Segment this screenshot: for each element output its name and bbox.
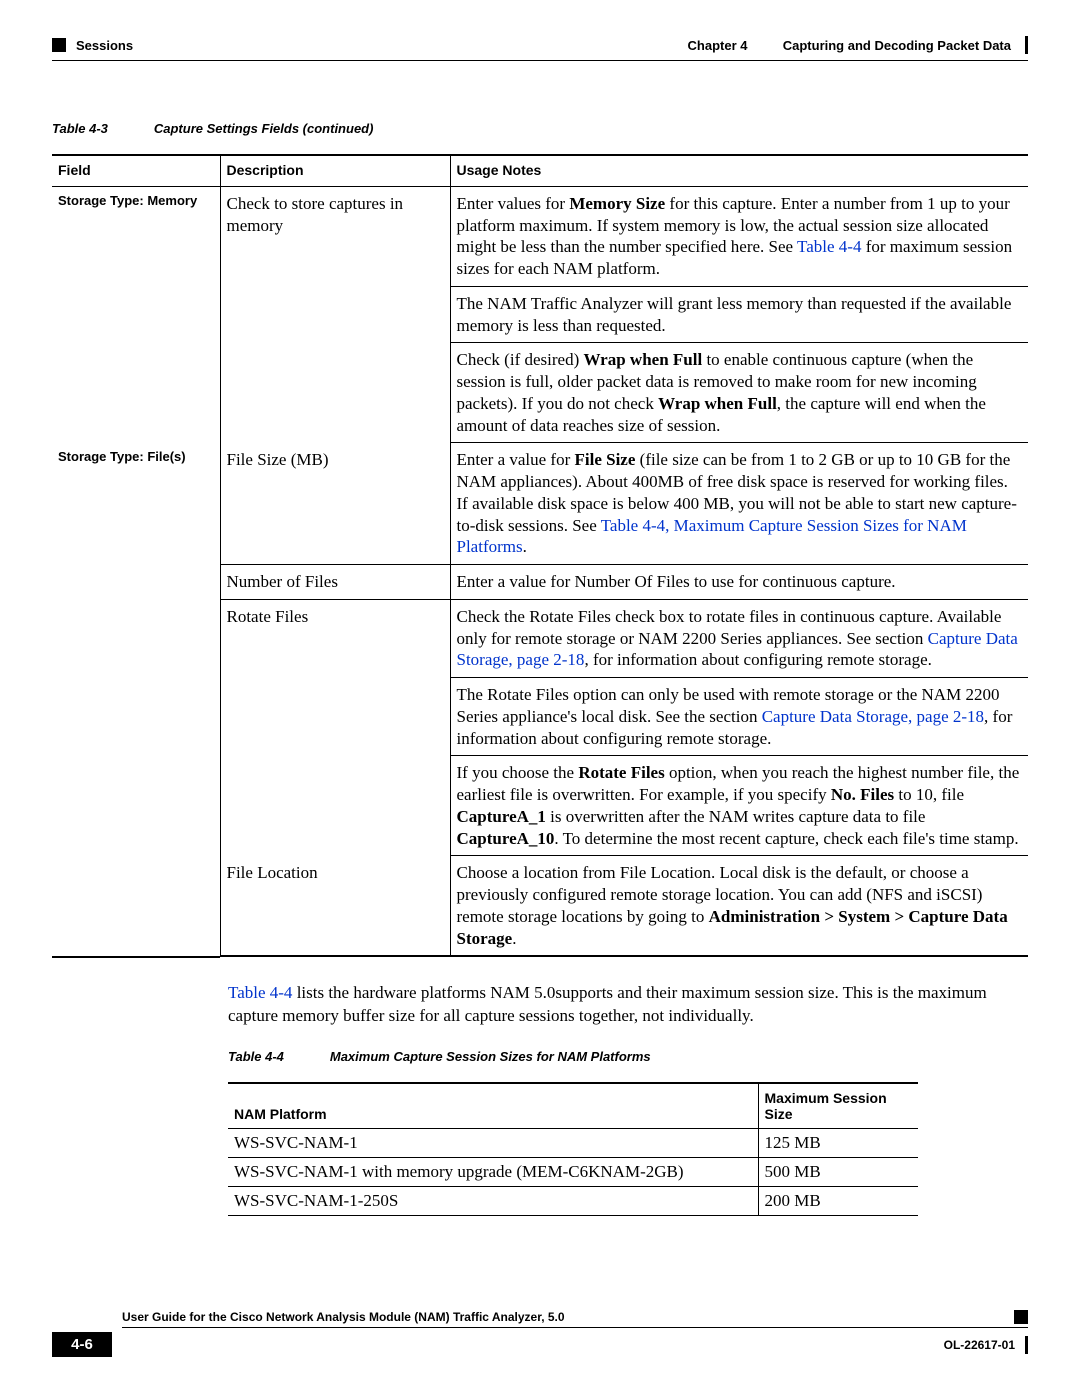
usage-cell: Check the Rotate Files check box to rota… (450, 599, 1028, 677)
text: , for information about configuring remo… (584, 650, 931, 669)
caption-number: Table 4-4 (228, 1049, 284, 1064)
bold-text: Wrap when Full (583, 350, 702, 369)
desc-cell: File Size (MB) (220, 443, 450, 565)
table-4-3-caption: Table 4-3 Capture Settings Fields (conti… (52, 121, 1028, 136)
capture-data-storage-link[interactable]: Capture Data Storage, page 2-18 (762, 707, 984, 726)
size-cell: 200 MB (758, 1186, 918, 1215)
bold-text: No. Files (831, 785, 894, 804)
text: Enter a value for (457, 450, 575, 469)
th-platform: NAM Platform (228, 1083, 758, 1129)
table-row: Storage Type: Memory Check to store capt… (52, 186, 1028, 286)
desc-cell: Check to store captures in memory (220, 186, 450, 443)
max-session-sizes-table: NAM Platform Maximum Session Size WS-SVC… (228, 1082, 918, 1216)
usage-cell: If you choose the Rotate Files option, w… (450, 756, 1028, 856)
usage-cell: Enter values for Memory Size for this ca… (450, 186, 1028, 286)
header-rule (52, 60, 1028, 61)
text: . (512, 929, 516, 948)
desc-cell: Number of Files (220, 565, 450, 600)
capture-settings-table: Field Description Usage Notes Storage Ty… (52, 154, 1028, 957)
section-title: Sessions (76, 38, 133, 53)
platform-cell: WS-SVC-NAM-1 (228, 1128, 758, 1157)
text: lists the hardware platforms NAM 5.0supp… (228, 983, 987, 1024)
caption-text: Maximum Capture Session Sizes for NAM Pl… (330, 1049, 651, 1064)
usage-cell: The Rotate Files option can only be used… (450, 678, 1028, 756)
caption-text: Capture Settings Fields (continued) (154, 121, 374, 136)
bold-text: Memory Size (569, 194, 665, 213)
header-bar-icon (1025, 36, 1028, 54)
body-paragraph: Table 4-4 lists the hardware platforms N… (228, 982, 1028, 1026)
table-row: Storage Type: File(s) File Size (MB) Ent… (52, 443, 1028, 565)
chapter-label: Chapter 4 (688, 38, 748, 53)
usage-cell: Enter a value for Number Of Files to use… (450, 565, 1028, 600)
bold-text: Wrap when Full (658, 394, 777, 413)
header-marker-icon (52, 38, 66, 52)
th-field: Field (52, 155, 220, 186)
chapter-title: Capturing and Decoding Packet Data (783, 38, 1011, 53)
page-header: Sessions Chapter 4 Capturing and Decodin… (52, 36, 1028, 54)
desc-cell: Rotate Files (220, 599, 450, 856)
th-size: Maximum Session Size (758, 1083, 918, 1129)
text: Check the Rotate Files check box to rota… (457, 607, 1002, 648)
footer-guide-title: User Guide for the Cisco Network Analysi… (122, 1310, 1004, 1324)
usage-cell: Enter a value for File Size (file size c… (450, 443, 1028, 565)
size-cell: 500 MB (758, 1157, 918, 1186)
footer-marker-icon (1014, 1310, 1028, 1324)
table-row: WS-SVC-NAM-1-250S 200 MB (228, 1186, 918, 1215)
th-usage: Usage Notes (450, 155, 1028, 186)
table-row: WS-SVC-NAM-1 with memory upgrade (MEM-C6… (228, 1157, 918, 1186)
desc-cell: File Location (220, 856, 450, 957)
text: Enter values for (457, 194, 570, 213)
page-footer: User Guide for the Cisco Network Analysi… (52, 1310, 1028, 1357)
text: Check (if desired) (457, 350, 584, 369)
text: is overwritten after the NAM writes capt… (546, 807, 926, 826)
usage-cell: Choose a location from File Location. Lo… (450, 856, 1028, 957)
text: to 10, file (894, 785, 964, 804)
footer-bar-icon (1025, 1336, 1028, 1354)
bold-text: Rotate Files (578, 763, 664, 782)
bold-text: File Size (575, 450, 636, 469)
platform-cell: WS-SVC-NAM-1-250S (228, 1186, 758, 1215)
usage-cell: Check (if desired) Wrap when Full to ena… (450, 343, 1028, 443)
field-cell: Storage Type: File(s) (52, 443, 220, 957)
usage-cell: The NAM Traffic Analyzer will grant less… (450, 286, 1028, 343)
table-4-4-caption: Table 4-4 Maximum Capture Session Sizes … (228, 1049, 1028, 1064)
table-4-4-link[interactable]: Table 4-4 (797, 237, 861, 256)
caption-number: Table 4-3 (52, 121, 108, 136)
doc-id: OL-22617-01 (944, 1338, 1015, 1352)
platform-cell: WS-SVC-NAM-1 with memory upgrade (MEM-C6… (228, 1157, 758, 1186)
text: . (523, 537, 527, 556)
size-cell: 125 MB (758, 1128, 918, 1157)
page-number-badge: 4-6 (52, 1332, 112, 1357)
text: If you choose the (457, 763, 579, 782)
th-description: Description (220, 155, 450, 186)
table-4-4-link[interactable]: Table 4-4 (228, 983, 292, 1002)
text: . To determine the most recent capture, … (554, 829, 1018, 848)
bold-text: CaptureA_1 (457, 807, 546, 826)
table-row: WS-SVC-NAM-1 125 MB (228, 1128, 918, 1157)
field-cell: Storage Type: Memory (52, 186, 220, 443)
bold-text: CaptureA_10 (457, 829, 555, 848)
